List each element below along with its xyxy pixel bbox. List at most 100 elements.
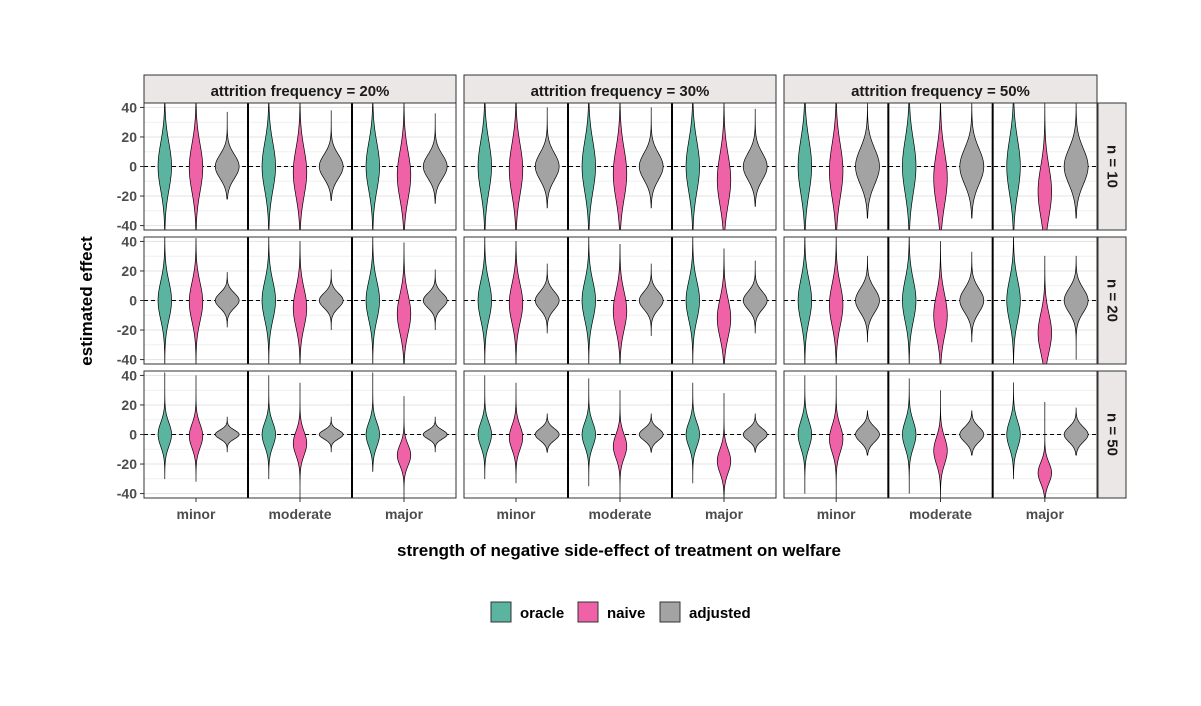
violin-adjusted-major bbox=[422, 113, 448, 204]
violin-adjusted-minor bbox=[855, 410, 880, 456]
violin-adjusted-moderate bbox=[638, 107, 664, 209]
legend-swatch bbox=[577, 601, 599, 623]
y-tick-label: 20 bbox=[121, 397, 137, 413]
violin-adjusted-moderate bbox=[318, 110, 344, 201]
violin-adjusted-minor bbox=[855, 103, 880, 219]
legend-swatch bbox=[490, 601, 512, 623]
violin-oracle-minor bbox=[157, 103, 172, 230]
violin-adjusted-major bbox=[742, 260, 768, 334]
violin-adjusted-moderate bbox=[959, 410, 985, 456]
y-tick-label: -20 bbox=[117, 322, 137, 338]
violin-adjusted-minor bbox=[214, 111, 240, 200]
violin-oracle-moderate bbox=[902, 378, 917, 494]
violin-naive-major bbox=[716, 248, 732, 364]
violin-oracle-minor bbox=[157, 237, 172, 364]
legend-item-adjusted: adjusted bbox=[659, 601, 751, 623]
y-tick-label: 20 bbox=[121, 129, 137, 145]
violin-naive-moderate bbox=[292, 103, 308, 230]
col-strip bbox=[463, 74, 777, 104]
violin-naive-minor bbox=[829, 375, 844, 498]
y-tick-label: 40 bbox=[121, 367, 137, 383]
violin-oracle-major bbox=[685, 382, 700, 484]
facet-panel bbox=[783, 102, 1098, 231]
violin-oracle-minor bbox=[157, 372, 172, 480]
violin-naive-major bbox=[716, 393, 732, 498]
violin-oracle-moderate bbox=[581, 237, 596, 364]
y-tick-label: 0 bbox=[129, 159, 137, 175]
col-strip-label: attrition frequency = 30% bbox=[531, 83, 710, 100]
x-tick-label: major bbox=[705, 506, 744, 522]
y-tick-label: -40 bbox=[117, 486, 137, 502]
col-strip bbox=[143, 74, 457, 104]
y-tick-label: -20 bbox=[117, 188, 137, 204]
x-tick-label: moderate bbox=[909, 506, 972, 522]
violin-naive-moderate bbox=[933, 241, 948, 364]
legend-swatch bbox=[659, 601, 681, 623]
violin-oracle-major bbox=[1006, 103, 1021, 230]
y-tick-label: -40 bbox=[117, 352, 137, 368]
col-strip-label: attrition frequency = 50% bbox=[851, 83, 1030, 100]
violin-naive-major bbox=[396, 103, 412, 230]
panel-border bbox=[783, 236, 1098, 365]
x-tick-label: moderate bbox=[588, 506, 651, 522]
violin-oracle-moderate bbox=[581, 103, 596, 230]
violin-naive-minor bbox=[508, 103, 524, 230]
x-tick-label: major bbox=[1026, 506, 1065, 522]
violin-adjusted-moderate bbox=[959, 103, 985, 219]
facet-panel bbox=[463, 370, 777, 499]
violin-naive-major bbox=[716, 103, 732, 230]
violin-oracle-major bbox=[365, 103, 380, 230]
violin-adjusted-major bbox=[742, 413, 768, 453]
y-tick-label: -40 bbox=[117, 218, 137, 234]
x-axis-ticks: minor moderate major minor moderate major mino… bbox=[177, 498, 1065, 522]
violin-naive-major bbox=[1037, 103, 1052, 230]
y-tick-label: -20 bbox=[117, 456, 137, 472]
violin-adjusted-major bbox=[1063, 407, 1089, 456]
legend-item-oracle: oracle bbox=[490, 601, 564, 623]
violin-oracle-minor bbox=[477, 237, 492, 364]
violin-oracle-minor bbox=[797, 237, 813, 364]
panel-border bbox=[463, 236, 777, 365]
violin-adjusted-minor bbox=[214, 416, 240, 453]
violin-adjusted-moderate bbox=[318, 269, 344, 331]
violin-adjusted-major bbox=[422, 416, 448, 453]
violin-oracle-major bbox=[685, 237, 700, 364]
violin-adjusted-moderate bbox=[638, 413, 664, 453]
violin-naive-major bbox=[1037, 402, 1052, 498]
legend: oracle naive adjusted bbox=[490, 601, 751, 623]
violin-naive-minor bbox=[188, 375, 204, 482]
x-tick-label: minor bbox=[817, 506, 856, 522]
violin-naive-moderate bbox=[612, 103, 628, 230]
violin-oracle-moderate bbox=[261, 103, 276, 230]
violin-oracle-major bbox=[365, 237, 380, 364]
facet-panels bbox=[143, 102, 1098, 499]
row-strip-label: n = 10 bbox=[1104, 145, 1121, 188]
violin-naive-minor bbox=[188, 103, 204, 230]
violin-oracle-major bbox=[685, 103, 700, 230]
facet-panel bbox=[463, 236, 777, 365]
violin-adjusted-moderate bbox=[638, 263, 664, 336]
violin-adjusted-minor bbox=[534, 107, 560, 209]
y-tick-label: 20 bbox=[121, 263, 137, 279]
y-tick-label: 0 bbox=[129, 293, 137, 309]
legend-item-naive: naive bbox=[577, 601, 645, 623]
col-strip bbox=[783, 74, 1098, 104]
violin-adjusted-major bbox=[1063, 255, 1089, 360]
violin-adjusted-major bbox=[1063, 103, 1089, 219]
violin-oracle-minor bbox=[477, 375, 492, 480]
violin-oracle-major bbox=[1006, 237, 1021, 364]
violin-adjusted-moderate bbox=[959, 251, 985, 343]
violin-adjusted-major bbox=[422, 269, 448, 331]
violin-naive-major bbox=[1037, 255, 1052, 364]
violin-adjusted-minor bbox=[214, 272, 240, 328]
violin-adjusted-minor bbox=[534, 263, 560, 334]
violin-oracle-major bbox=[1006, 382, 1021, 480]
facet-panel bbox=[463, 102, 777, 231]
violin-oracle-moderate bbox=[902, 103, 917, 230]
x-tick-label: moderate bbox=[268, 506, 331, 522]
facet-panel bbox=[783, 236, 1098, 365]
legend-label: naive bbox=[607, 605, 645, 622]
violin-naive-minor bbox=[829, 103, 844, 230]
